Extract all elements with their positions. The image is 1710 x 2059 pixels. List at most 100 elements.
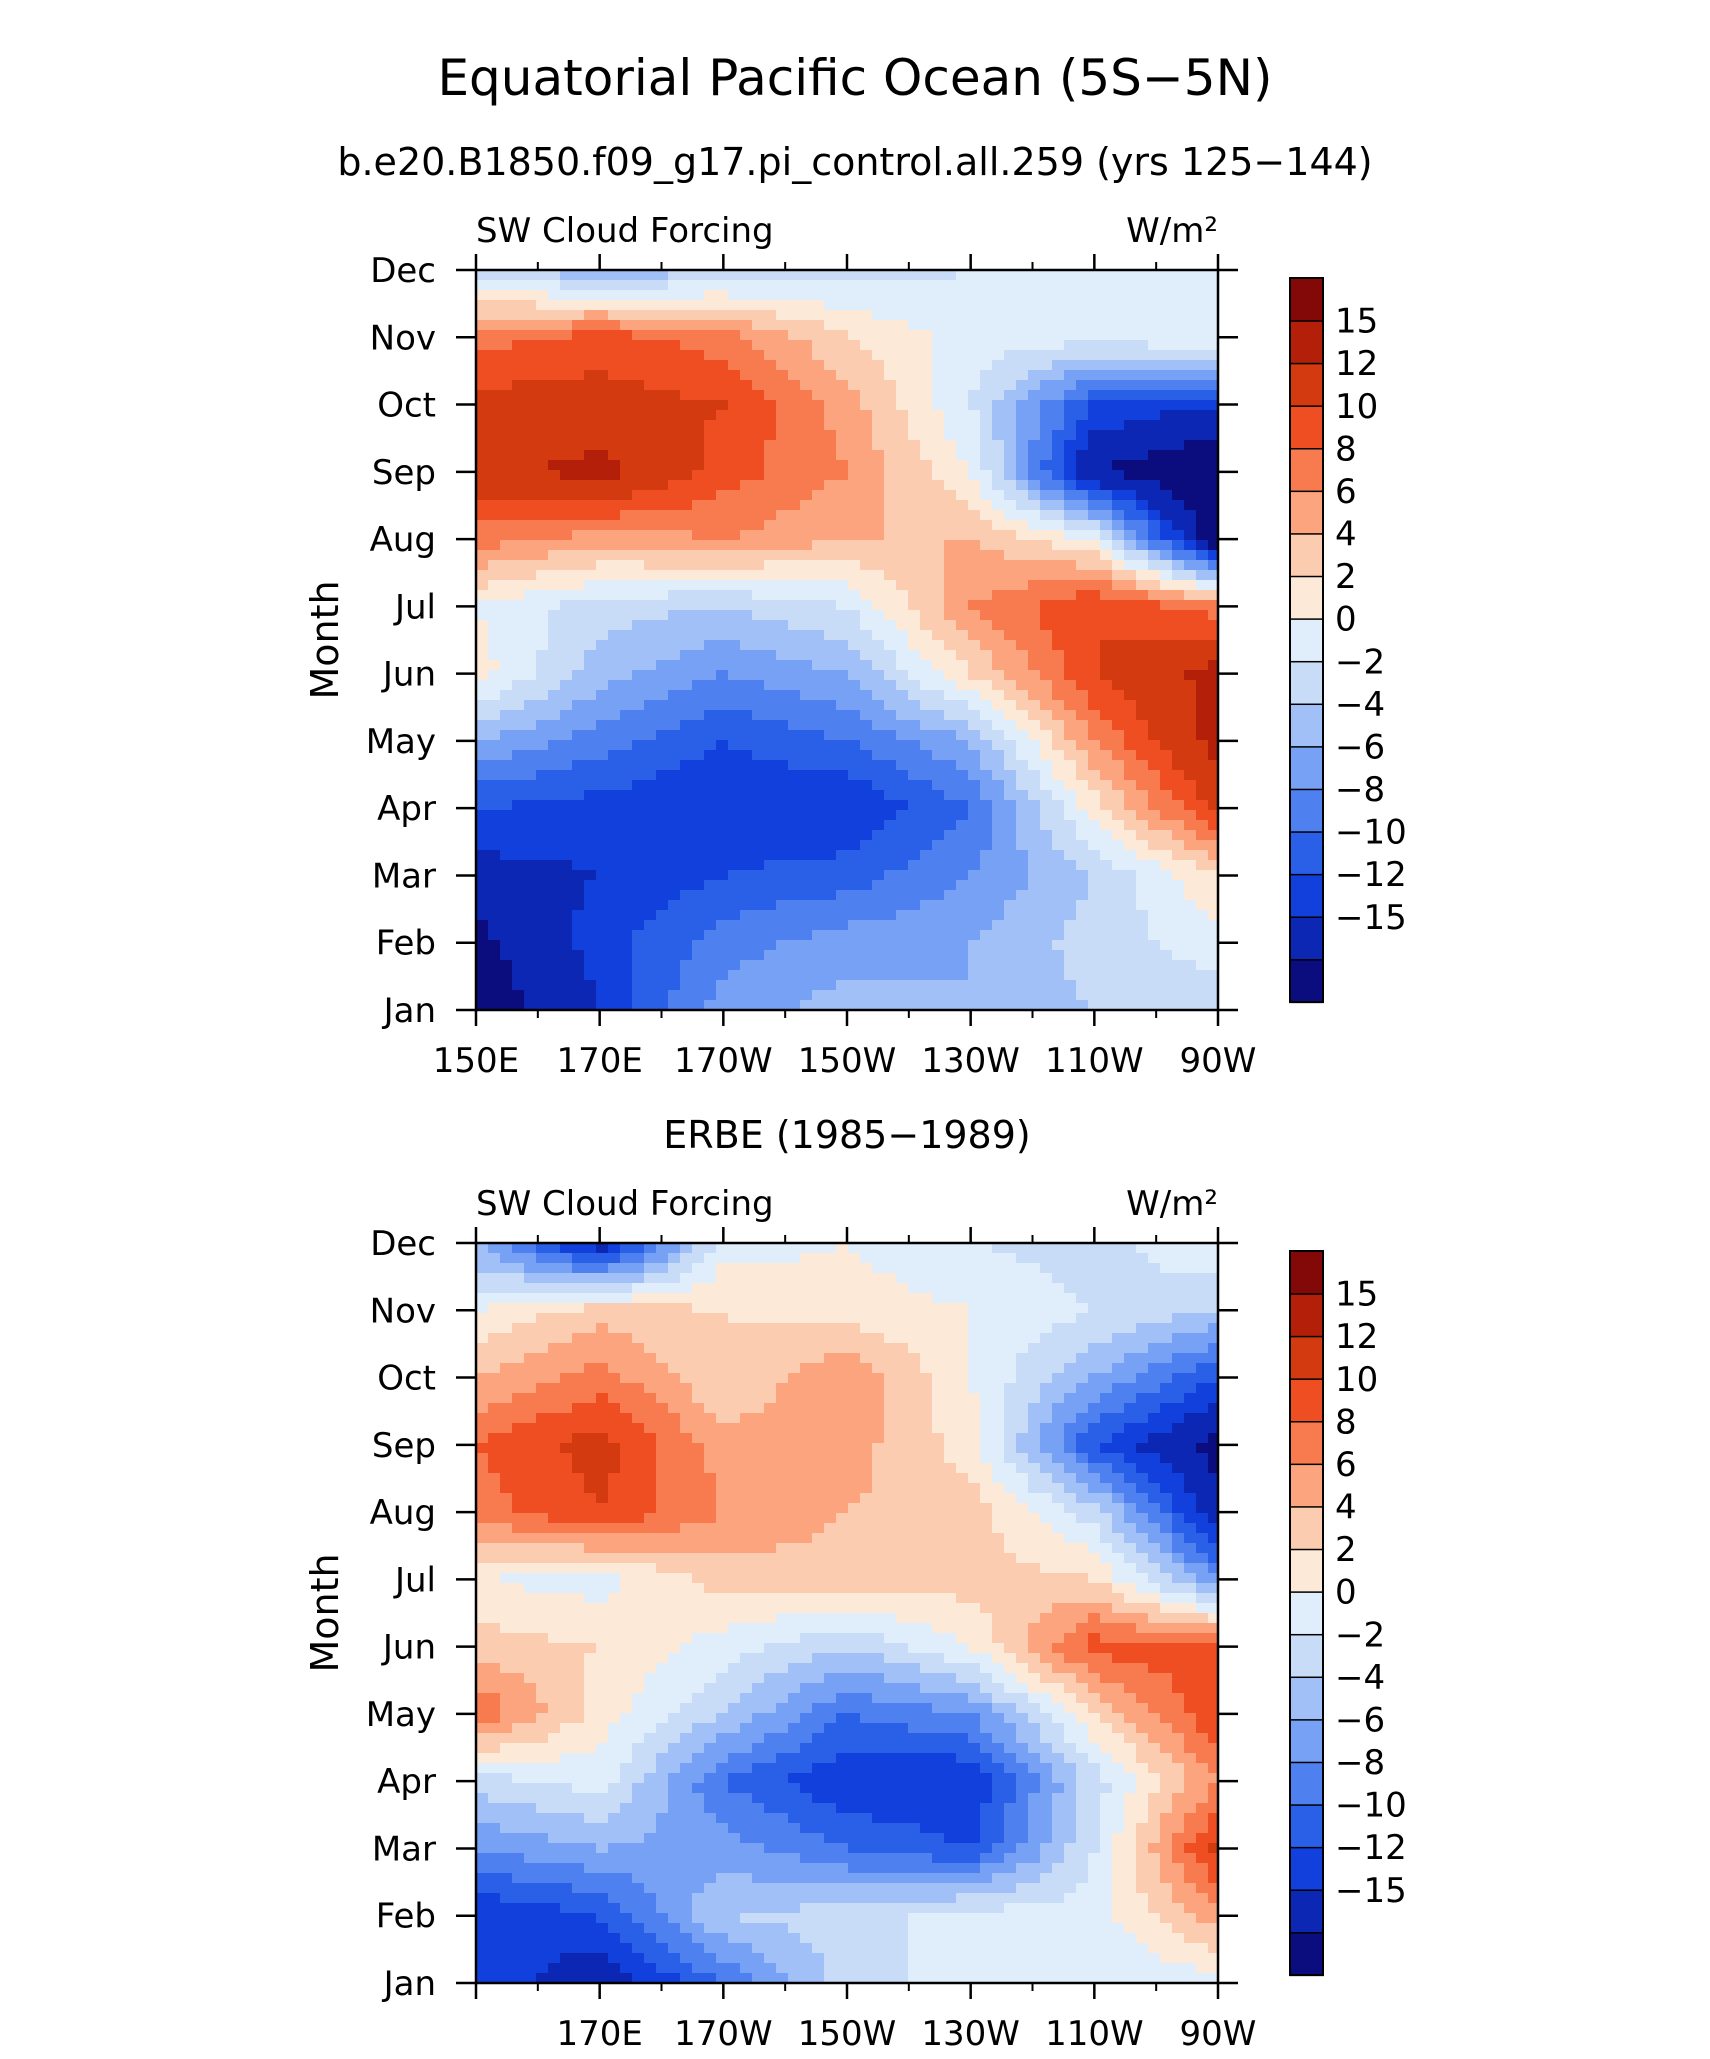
contour-cell: [932, 340, 945, 351]
contour-cell: [476, 290, 489, 301]
contour-cell: [824, 570, 837, 581]
contour-cell: [488, 710, 501, 721]
contour-cell: [632, 470, 645, 481]
contour-cell: [1100, 270, 1113, 281]
contour-cell: [656, 390, 669, 401]
contour-cell: [788, 1283, 801, 1294]
contour-cell: [620, 730, 633, 741]
contour-cell: [596, 780, 609, 791]
contour-cell: [992, 760, 1005, 771]
contour-cell: [620, 790, 633, 801]
contour-cell: [1040, 760, 1053, 771]
contour-cell: [1052, 270, 1065, 281]
contour-cell: [1172, 890, 1185, 901]
contour-cell: [644, 440, 657, 451]
contour-cell: [668, 500, 681, 511]
contour-cell: [1052, 620, 1065, 631]
contour-cell: [908, 640, 921, 651]
contour-cell: [1124, 620, 1137, 631]
contour-cell: [608, 550, 621, 561]
contour-cell: [1064, 270, 1077, 281]
contour-cell: [944, 860, 957, 871]
contour-cell: [740, 940, 753, 951]
contour-cell: [932, 500, 945, 511]
contour-cell: [992, 460, 1005, 471]
contour-cell: [848, 990, 861, 1001]
contour-cell: [1088, 820, 1101, 831]
contour-cell: [548, 610, 561, 621]
contour-cell: [776, 1263, 789, 1274]
contour-cell: [1100, 600, 1113, 611]
contour-cell: [656, 1000, 669, 1011]
contour-cell: [836, 1263, 849, 1274]
contour-cell: [500, 390, 513, 401]
contour-cell: [572, 300, 585, 311]
contour-cell: [656, 990, 669, 1001]
contour-cell: [1028, 850, 1041, 861]
contour-cell: [1136, 630, 1149, 641]
contour-cell: [596, 340, 609, 351]
contour-cell: [548, 350, 561, 361]
contour-cell: [560, 700, 573, 711]
contour-cell: [716, 470, 729, 481]
contour-cell: [980, 1000, 993, 1011]
contour-cell: [848, 460, 861, 471]
contour-cell: [824, 300, 837, 311]
contour-cell: [1064, 580, 1077, 591]
contour-cell: [632, 400, 645, 411]
contour-cell: [860, 590, 873, 601]
contour-cell: [1088, 580, 1101, 591]
contour-cell: [896, 430, 909, 441]
contour-cell: [980, 440, 993, 451]
contour-cell: [752, 960, 765, 971]
contour-cell: [716, 670, 729, 681]
contour-cell: [932, 310, 945, 321]
contour-cell: [572, 710, 585, 721]
contour-cell: [920, 710, 933, 721]
contour-cell: [1160, 1000, 1173, 1011]
contour-cell: [1160, 620, 1173, 631]
contour-cell: [1028, 1000, 1041, 1011]
contour-cell: [524, 290, 537, 301]
contour-cell: [536, 820, 549, 831]
contour-cell: [1184, 890, 1197, 901]
contour-cell: [548, 750, 561, 761]
contour-cell: [560, 970, 573, 981]
contour-cell: [1052, 410, 1065, 421]
contour-cell: [968, 520, 981, 531]
contour-cell: [752, 360, 765, 371]
contour-cell: [536, 290, 549, 301]
contour-cell: [1208, 670, 1219, 681]
contour-cell: [1208, 370, 1219, 381]
contour-cell: [1040, 390, 1053, 401]
contour-cell: [608, 470, 621, 481]
contour-cell: [1208, 480, 1219, 491]
contour-cell: [476, 600, 489, 611]
contour-cell: [896, 460, 909, 471]
contour-cell: [1160, 990, 1173, 1001]
contour-cell: [932, 860, 945, 871]
contour-cell: [788, 270, 801, 281]
contour-cell: [764, 1243, 777, 1254]
contour-cell: [584, 920, 597, 931]
contour-cell: [812, 650, 825, 661]
contour-cell: [1136, 870, 1149, 881]
contour-cell: [728, 320, 741, 331]
contour-cell: [896, 760, 909, 771]
contour-cell: [1148, 1273, 1161, 1284]
contour-cell: [908, 760, 921, 771]
contour-cell: [800, 1263, 813, 1274]
contour-cell: [572, 920, 585, 931]
contour-cell: [584, 980, 597, 991]
contour-cell: [1172, 780, 1185, 791]
contour-cell: [1160, 950, 1173, 961]
contour-cell: [572, 840, 585, 851]
contour-cell: [824, 530, 837, 541]
contour-cell: [1184, 420, 1197, 431]
contour-cell: [980, 660, 993, 671]
contour-cell: [1136, 790, 1149, 801]
contour-cell: [824, 740, 837, 751]
contour-cell: [908, 740, 921, 751]
contour-cell: [632, 280, 645, 291]
contour-cell: [1196, 780, 1209, 791]
